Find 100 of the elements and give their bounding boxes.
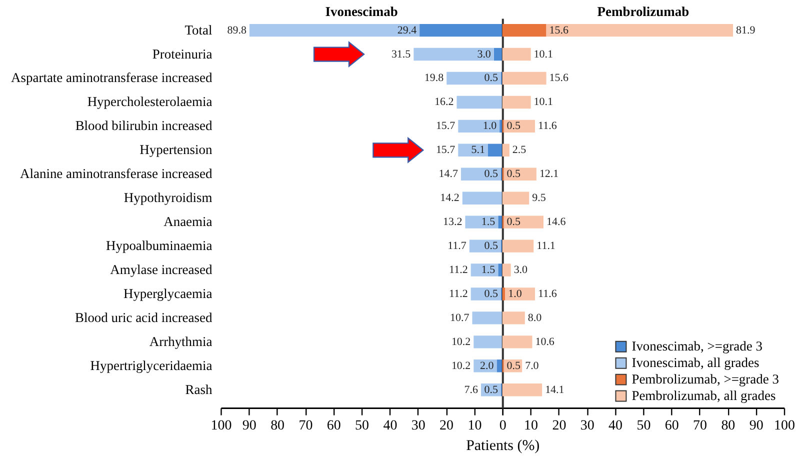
total-label: 14.6 [546, 216, 566, 228]
bar [458, 120, 500, 133]
bar [414, 48, 494, 61]
x-tick-label: 50 [636, 418, 651, 434]
total-label: 13.2 [442, 216, 462, 228]
y-tick-label: Hypertriglyceridaemia [90, 358, 212, 373]
total-label: 15.7 [436, 144, 456, 156]
bar [494, 48, 502, 61]
y-tick-label: Hyperglycaemia [123, 286, 212, 301]
legend-label: Ivonescimab, all grades [632, 355, 760, 370]
data-label: 3.0 [477, 48, 492, 60]
total-label: 19.8 [424, 72, 444, 84]
data-label: 1.0 [508, 288, 522, 300]
chart-title: Pembrolizumab [597, 4, 690, 19]
bar [502, 288, 506, 300]
bar [505, 288, 536, 300]
total-label: 14.2 [440, 192, 460, 204]
total-label: 10.1 [534, 96, 554, 108]
total-label: 11.1 [536, 240, 556, 252]
legend-label: Pembrolizumab, >=grade 3 [632, 372, 780, 387]
y-tick-label: Anaemia [164, 214, 212, 230]
bar [546, 24, 734, 37]
total-label: 10.6 [535, 336, 555, 348]
total-label: 14.1 [545, 384, 564, 396]
x-tick-label: 20 [440, 418, 454, 434]
data-label: 2.0 [480, 360, 494, 372]
data-label: 0.5 [506, 168, 521, 180]
x-tick-label: 70 [693, 418, 708, 434]
total-label: 12.1 [539, 168, 559, 180]
x-tick-label: 0 [499, 418, 506, 434]
data-label: 0.5 [484, 288, 498, 300]
total-label: 11.2 [449, 288, 468, 300]
bar [470, 264, 498, 276]
total-label: 11.6 [538, 288, 558, 300]
x-tick-label: 30 [411, 418, 426, 434]
y-tick-label: Blood uric acid increased [74, 310, 212, 325]
total-label: 3.0 [514, 264, 528, 276]
bar [504, 216, 544, 228]
x-tick-label: 60 [664, 418, 679, 434]
x-tick-label: 20 [552, 418, 566, 434]
chart-title: Ivonescimab [325, 4, 398, 19]
total-label: 10.2 [451, 360, 471, 372]
data-label: 0.5 [506, 120, 521, 132]
legend-label: Pembrolizumab, all grades [632, 388, 776, 404]
x-tick-label: 100 [210, 418, 232, 434]
data-label: 0.5 [506, 360, 521, 372]
total-label: 7.0 [525, 360, 540, 372]
x-tick-label: 60 [326, 418, 341, 434]
total-label: 9.5 [532, 192, 546, 204]
x-tick-label: 80 [270, 418, 285, 434]
y-tick-label: Hypothyroidism [124, 190, 213, 206]
total-label: 16.2 [434, 96, 454, 108]
x-tick-label: 70 [298, 418, 313, 434]
total-label: 10.1 [534, 48, 554, 60]
x-tick-label: 100 [774, 418, 796, 434]
y-tick-label: Rash [185, 382, 212, 397]
data-label: 15.6 [549, 24, 570, 36]
total-label: 2.5 [512, 144, 527, 156]
data-label: 0.5 [484, 240, 498, 252]
total-label: 81.9 [736, 24, 756, 36]
x-tick-label: 40 [383, 418, 398, 434]
total-label: 10.7 [450, 312, 470, 324]
data-label: 0.5 [506, 216, 521, 228]
bar [465, 216, 498, 228]
data-label: 1.0 [482, 120, 498, 132]
y-tick-label: Hypercholesterolaemia [87, 94, 212, 110]
data-label: 0.5 [484, 72, 498, 84]
total-label: 11.2 [449, 264, 468, 276]
x-tick-label: 80 [721, 418, 736, 434]
x-tick-label: 40 [608, 418, 623, 434]
x-tick-label: 10 [468, 418, 482, 434]
y-tick-label: Hypertension [140, 142, 212, 158]
x-tick-label: 50 [355, 418, 370, 434]
data-label: 0.5 [484, 384, 498, 396]
total-label: 11.6 [538, 120, 558, 132]
x-axis-title: Patients (%) [466, 438, 540, 454]
x-tick-label: 10 [524, 418, 538, 434]
x-tick-label: 30 [580, 418, 594, 434]
y-tick-label: Amylase increased [110, 262, 212, 278]
total-label: 7.6 [464, 384, 478, 396]
total-label: 14.7 [438, 168, 458, 180]
y-tick-label: Alanine aminotransferase increased [20, 166, 212, 182]
total-label: 89.8 [227, 24, 247, 36]
total-label: 11.7 [448, 240, 467, 252]
data-label: 5.1 [471, 144, 486, 156]
y-tick-label: Proteinuria [152, 46, 212, 62]
x-tick-label: 90 [242, 418, 256, 434]
y-tick-label: Total [184, 22, 212, 38]
bar [498, 216, 502, 228]
total-label: 8.0 [528, 312, 542, 324]
total-label: 31.5 [391, 48, 412, 60]
legend-label: Ivonescimab, >=grade 3 [632, 338, 763, 354]
total-label: 15.7 [436, 120, 456, 132]
bar [249, 24, 420, 37]
total-label: 15.6 [549, 72, 570, 84]
data-label: 0.5 [484, 168, 498, 180]
data-label: 29.4 [397, 24, 418, 36]
data-label: 1.5 [481, 264, 496, 276]
y-tick-label: Aspartate aminotransferase increased [11, 70, 212, 86]
y-tick-label: Blood bilirubin increased [75, 118, 212, 134]
